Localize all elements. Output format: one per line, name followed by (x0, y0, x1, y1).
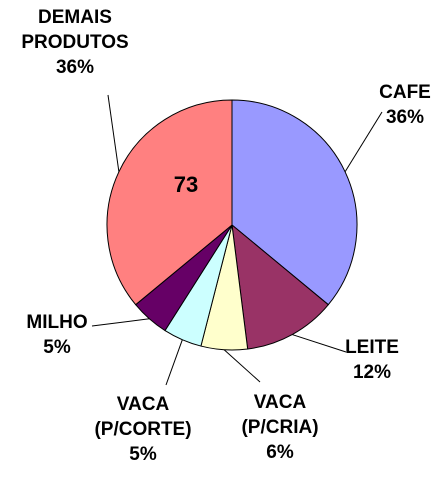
category-label: CAFE (379, 82, 431, 103)
leader-line (344, 111, 383, 173)
category-label: MILHO (26, 312, 88, 333)
slice-label: DEMAIS PRODUTOS 36% (21, 5, 128, 80)
slice-label: VACA (P/CORTE) 5% (94, 392, 191, 467)
slice-label: CAFE 36% (379, 80, 431, 130)
value-label: 5% (43, 337, 71, 358)
category-label: DEMAIS PRODUTOS (21, 7, 129, 53)
leader-line (292, 334, 347, 353)
value-label: 12% (352, 362, 392, 383)
leader-line (107, 94, 120, 172)
category-label: VACA (P/CORTE) (94, 394, 192, 440)
category-label: VACA (P/CRIA) (241, 392, 319, 438)
slice-label: MILHO 5% (26, 310, 87, 360)
category-label: LEITE (345, 337, 399, 358)
pie-slice (231, 223, 330, 350)
leader-line (91, 318, 150, 327)
leader-line (223, 349, 261, 383)
pie-slice (231, 99, 358, 306)
value-label: 6% (266, 442, 294, 463)
value-label: 36% (385, 107, 425, 128)
slice-label: LEITE 12% (345, 335, 399, 385)
value-label: 5% (129, 444, 157, 465)
leader-line (165, 339, 183, 386)
pie-slice (106, 99, 233, 306)
value-label: 36% (55, 57, 95, 78)
slice-label: VACA (P/CRIA) 6% (241, 390, 318, 465)
annotation: 73 (174, 172, 198, 197)
